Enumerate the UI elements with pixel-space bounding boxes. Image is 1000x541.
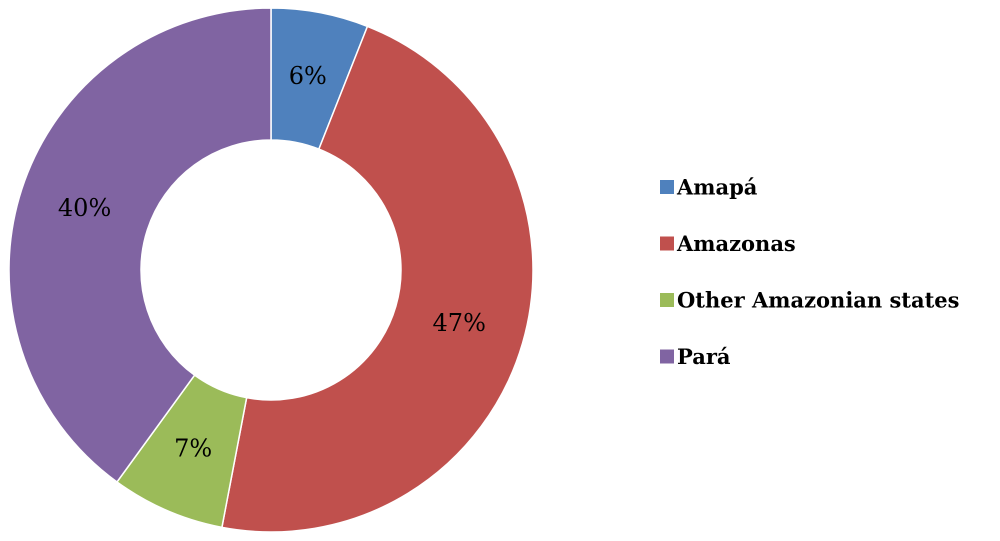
donut-slice — [221, 25, 534, 533]
data-label: 40% — [58, 194, 111, 222]
data-label: 47% — [433, 309, 486, 337]
data-label: 7% — [174, 434, 212, 462]
data-label: 6% — [289, 62, 327, 90]
legend-label: Amazonas — [676, 231, 796, 256]
legend-swatch — [660, 293, 674, 307]
legend-swatch — [660, 349, 674, 364]
legend-label: Other Amazonian states — [677, 288, 960, 313]
donut-slice — [8, 7, 272, 484]
legend-label: Amapá — [676, 175, 758, 200]
legend-swatch — [660, 180, 674, 194]
legend-label: Pará — [677, 344, 731, 369]
legend-swatch — [660, 236, 674, 251]
